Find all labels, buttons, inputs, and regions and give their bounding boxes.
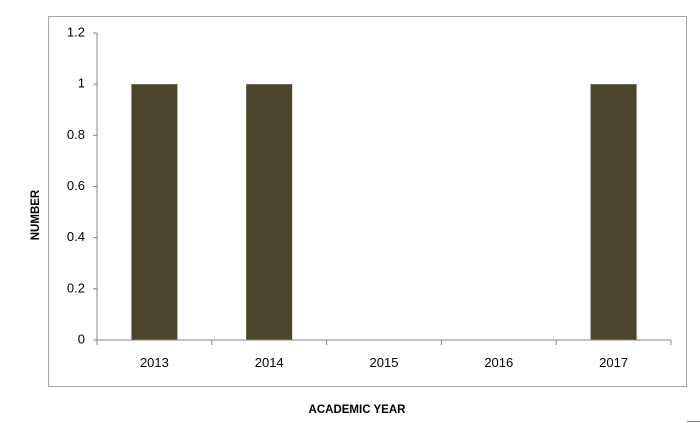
x-tick-labels: 2013 2014 2015 2016 2017 (140, 355, 628, 370)
x-tick-label: 2015 (370, 355, 399, 370)
y-tick-label: 1 (78, 76, 85, 91)
y-tick-label: 0.2 (67, 280, 85, 295)
bar-2013 (131, 84, 178, 341)
y-tick-label: 0.4 (67, 229, 85, 244)
x-tick-label: 2017 (599, 355, 628, 370)
bar-2017 (590, 84, 637, 341)
x-tick-label: 2014 (255, 355, 284, 370)
bar-2014 (246, 84, 293, 341)
x-tick-marks (96, 340, 672, 345)
bars (131, 84, 637, 341)
y-tick-marks (93, 32, 97, 341)
y-tick-labels: 0 0.2 0.4 0.6 0.8 1 1.2 (67, 24, 85, 346)
x-tick-label: 2013 (140, 355, 169, 370)
x-axis-title: ACADEMIC YEAR (309, 404, 407, 416)
x-tick-label: 2016 (484, 355, 513, 370)
y-tick-label: 0.8 (67, 127, 85, 142)
y-tick-label: 0 (78, 331, 85, 346)
y-tick-label: 1.2 (67, 24, 85, 39)
y-tick-label: 0.6 (67, 178, 85, 193)
y-axis-title: NUMBER (30, 189, 42, 240)
corner-mark (687, 421, 700, 422)
